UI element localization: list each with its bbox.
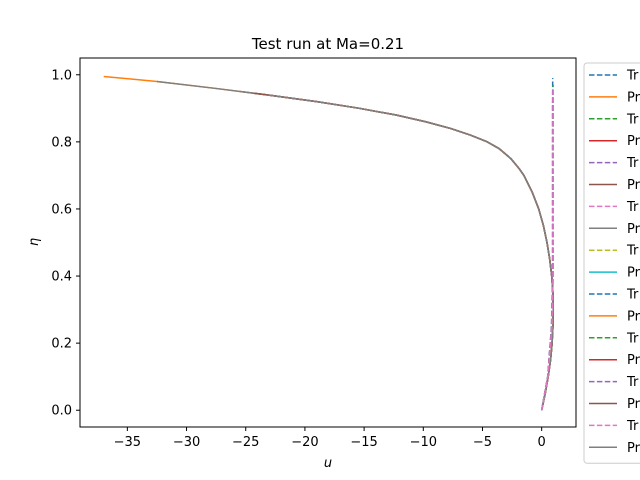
legend-label: Pr	[627, 441, 640, 456]
legend-label: Tr	[626, 331, 639, 346]
legend-label: Pr	[627, 266, 640, 281]
legend-label: Tr	[626, 375, 639, 390]
y-axis-ticks: 0.0 0.2 0.4 0.6 0.8 1.0	[51, 68, 80, 419]
y-tick-label: 0.8	[51, 135, 72, 150]
legend-label: Tr	[626, 200, 639, 215]
legend-label: Tr	[626, 156, 639, 171]
x-tick-label: −20	[291, 435, 318, 450]
y-tick-label: 0.4	[51, 270, 72, 285]
legend-label: Pr	[627, 222, 640, 237]
series-line-17	[540, 88, 554, 411]
legend-label: Pr	[627, 309, 640, 324]
legend-label: Tr	[626, 419, 639, 434]
legend-label: Tr	[626, 288, 639, 303]
x-axis-ticks: −35 −30 −25 −20 −15 −10 −5 0	[114, 427, 546, 450]
y-tick-label: 0.6	[51, 202, 72, 217]
x-tick-label: 0	[538, 435, 546, 450]
chart-title: Test run at Ma=0.21	[251, 35, 404, 53]
legend-label: Tr	[626, 69, 639, 84]
x-tick-label: −15	[350, 435, 377, 450]
y-axis-label: η	[27, 238, 42, 246]
legend-label: Tr	[626, 112, 639, 127]
legend-label: Pr	[627, 134, 640, 149]
legend-label: Tr	[626, 244, 639, 259]
legend-label: Pr	[627, 178, 640, 193]
x-axis-label: u	[324, 456, 332, 471]
series-line-18	[266, 94, 555, 411]
plot-frame	[79, 57, 577, 428]
legend-label: Pr	[627, 90, 640, 105]
legend-label: Pr	[627, 353, 640, 368]
x-tick-label: −35	[114, 435, 141, 450]
x-tick-label: −5	[473, 435, 492, 450]
x-tick-label: −10	[410, 435, 437, 450]
y-tick-label: 0.0	[51, 404, 72, 419]
y-tick-label: 1.0	[51, 68, 72, 83]
series-layer	[103, 75, 555, 411]
x-tick-label: −25	[232, 435, 259, 450]
x-tick-label: −30	[173, 435, 200, 450]
y-tick-label: 0.2	[51, 337, 72, 352]
legend-label: Pr	[627, 397, 640, 412]
legend: Tr Pr Tr Pr Tr Pr Tr Pr Tr Pr Tr Pr Tr Pr Tr Pr Tr Pr	[583, 62, 640, 464]
